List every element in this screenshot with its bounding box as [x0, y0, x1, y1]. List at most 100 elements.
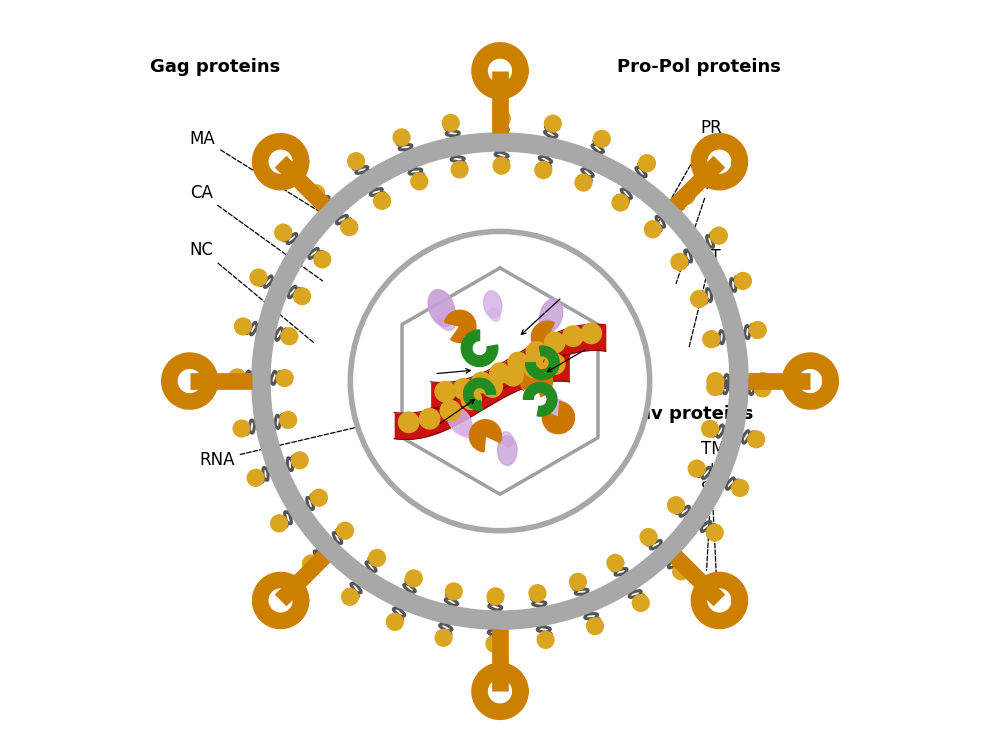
Text: TM: TM	[701, 440, 725, 570]
Ellipse shape	[545, 417, 557, 432]
Circle shape	[581, 323, 601, 344]
Text: SU: SU	[701, 480, 724, 596]
Ellipse shape	[498, 436, 517, 465]
Circle shape	[688, 460, 705, 477]
Polygon shape	[523, 383, 557, 416]
Circle shape	[754, 380, 771, 397]
Circle shape	[445, 583, 462, 600]
Circle shape	[442, 115, 459, 131]
Text: Pro-Pol proteins: Pro-Pol proteins	[617, 58, 781, 77]
Ellipse shape	[501, 431, 513, 447]
Circle shape	[342, 588, 358, 605]
Circle shape	[644, 221, 661, 238]
Circle shape	[735, 272, 751, 289]
Circle shape	[350, 231, 650, 531]
Polygon shape	[526, 346, 559, 380]
Circle shape	[453, 379, 474, 399]
Circle shape	[280, 412, 297, 429]
Circle shape	[235, 318, 251, 335]
Circle shape	[545, 354, 565, 374]
Wedge shape	[469, 420, 501, 452]
Circle shape	[691, 291, 707, 307]
Circle shape	[493, 110, 510, 127]
Circle shape	[524, 357, 544, 377]
Circle shape	[386, 613, 403, 630]
Circle shape	[308, 185, 325, 201]
Circle shape	[314, 251, 331, 268]
Ellipse shape	[484, 291, 502, 318]
Circle shape	[348, 153, 364, 169]
Wedge shape	[531, 321, 563, 353]
Circle shape	[493, 158, 510, 174]
Circle shape	[544, 115, 561, 132]
Ellipse shape	[428, 290, 455, 326]
Ellipse shape	[544, 399, 565, 429]
Polygon shape	[461, 330, 498, 366]
Text: RNA: RNA	[199, 407, 443, 469]
Ellipse shape	[459, 424, 474, 438]
Circle shape	[435, 381, 455, 402]
Text: MA: MA	[190, 130, 337, 223]
Ellipse shape	[541, 319, 554, 337]
Circle shape	[678, 188, 695, 204]
Text: IN: IN	[676, 175, 718, 283]
Ellipse shape	[540, 299, 563, 332]
Circle shape	[374, 193, 390, 210]
Circle shape	[281, 328, 298, 345]
Polygon shape	[464, 378, 496, 410]
Circle shape	[706, 524, 723, 541]
Wedge shape	[520, 365, 553, 396]
Circle shape	[451, 161, 468, 178]
Text: RT: RT	[689, 248, 721, 347]
Circle shape	[612, 194, 629, 211]
Circle shape	[399, 412, 419, 432]
Circle shape	[250, 269, 267, 286]
Circle shape	[632, 594, 649, 611]
Circle shape	[233, 420, 250, 437]
Circle shape	[229, 369, 246, 385]
Circle shape	[291, 452, 308, 469]
Circle shape	[369, 550, 385, 566]
Circle shape	[537, 631, 554, 648]
Circle shape	[754, 372, 771, 390]
Circle shape	[482, 377, 502, 397]
Ellipse shape	[438, 312, 455, 331]
Circle shape	[703, 331, 720, 347]
Circle shape	[337, 522, 353, 539]
Circle shape	[702, 420, 718, 437]
Circle shape	[311, 489, 327, 506]
Circle shape	[673, 563, 690, 580]
Circle shape	[393, 129, 410, 146]
Circle shape	[294, 288, 310, 304]
Circle shape	[535, 162, 552, 179]
Circle shape	[587, 618, 603, 634]
Circle shape	[569, 574, 586, 591]
Circle shape	[503, 366, 523, 386]
Circle shape	[435, 629, 452, 646]
Text: PR: PR	[658, 119, 722, 222]
Text: Env proteins: Env proteins	[626, 405, 753, 423]
Circle shape	[487, 588, 504, 604]
Ellipse shape	[447, 407, 472, 436]
Circle shape	[405, 570, 422, 587]
Ellipse shape	[489, 308, 500, 321]
Circle shape	[748, 431, 765, 447]
Wedge shape	[444, 310, 476, 342]
Circle shape	[640, 529, 657, 545]
Text: CA: CA	[190, 185, 323, 281]
Circle shape	[411, 173, 428, 190]
Circle shape	[575, 174, 592, 191]
Circle shape	[526, 342, 547, 362]
Text: Gag proteins: Gag proteins	[150, 58, 280, 77]
Circle shape	[461, 389, 482, 410]
Circle shape	[639, 155, 655, 172]
Circle shape	[419, 409, 440, 429]
Circle shape	[732, 480, 748, 496]
Circle shape	[710, 227, 727, 244]
Circle shape	[303, 556, 319, 572]
Circle shape	[490, 363, 510, 383]
Circle shape	[276, 369, 293, 386]
Circle shape	[545, 332, 565, 353]
Circle shape	[749, 322, 766, 339]
Circle shape	[440, 401, 461, 421]
